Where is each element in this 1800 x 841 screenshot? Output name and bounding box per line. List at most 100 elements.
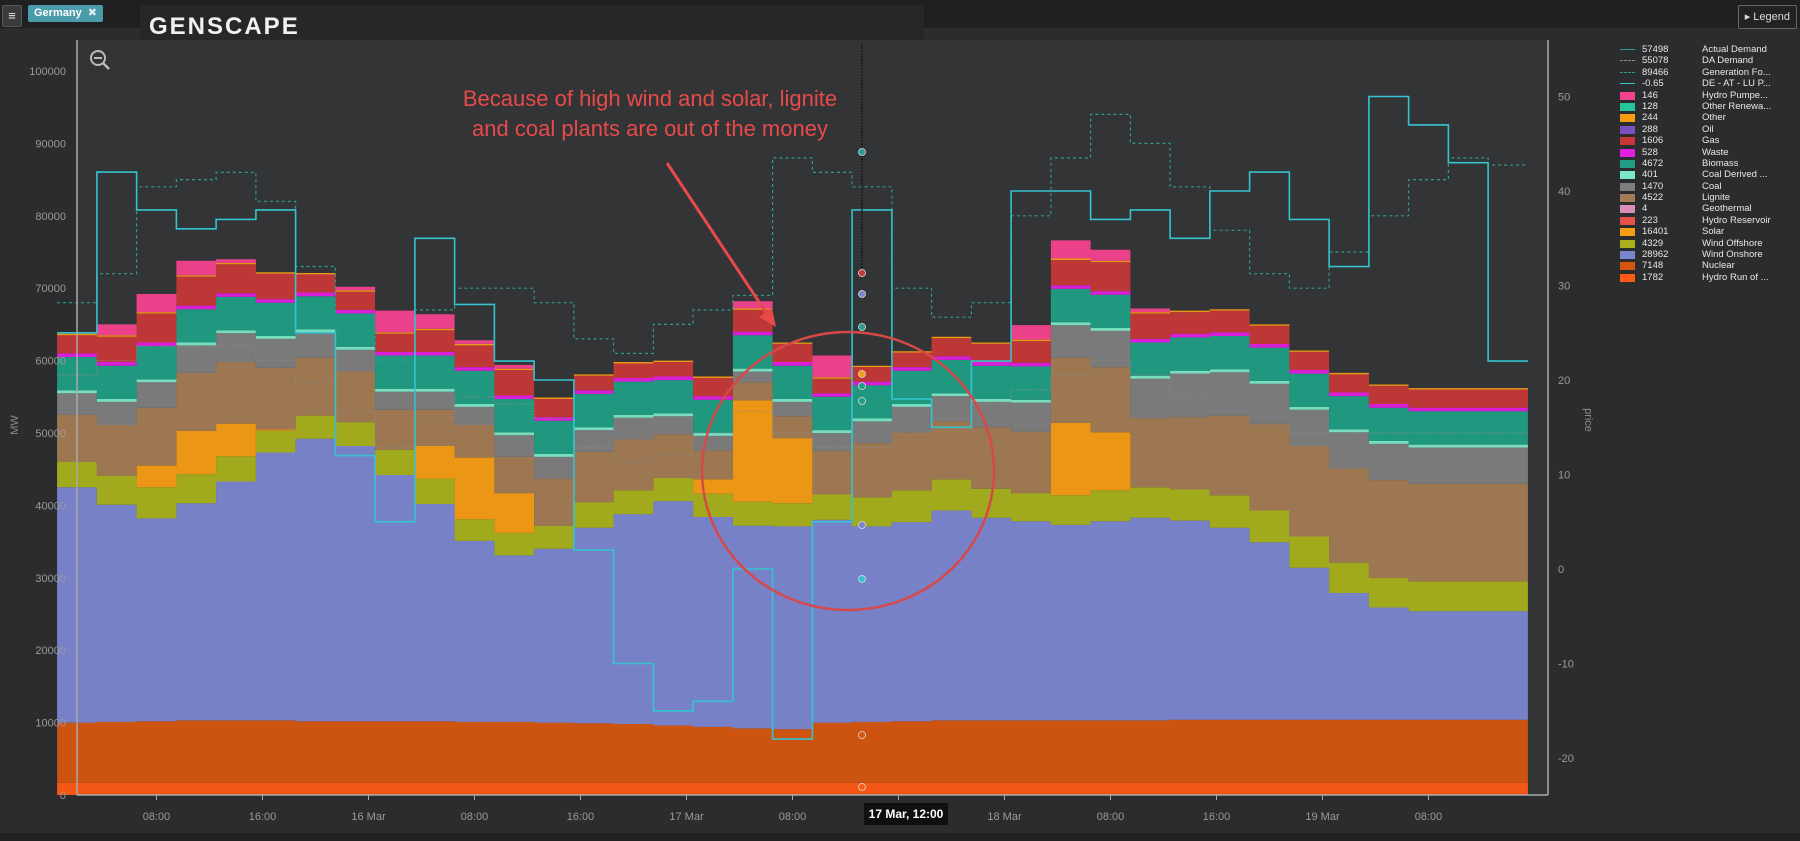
- y-tick-label: 0: [60, 790, 66, 802]
- legend-label: Geothermal: [1702, 203, 1752, 215]
- legend-swatch: [1620, 91, 1635, 100]
- legend-item[interactable]: 4 Geothermal: [1620, 203, 1800, 214]
- legend-item[interactable]: -0.65 DE - AT - LU P...: [1620, 78, 1800, 89]
- legend-item[interactable]: 4672 Biomass: [1620, 158, 1800, 169]
- legend-item[interactable]: 401 Coal Derived ...: [1620, 169, 1800, 180]
- legend-swatch: [1620, 49, 1635, 50]
- legend-value: 57498: [1642, 44, 1669, 55]
- y-tick-label: 10000: [35, 718, 66, 730]
- country-filter-label: Germany: [34, 7, 82, 19]
- legend-swatch: [1620, 216, 1635, 225]
- legend-label: Hydro Pumpe...: [1702, 89, 1768, 101]
- y-tick-label: 50000: [35, 428, 66, 440]
- legend-item[interactable]: 146 Hydro Pumpe...: [1620, 90, 1800, 101]
- hamburger-menu-button[interactable]: ≡: [2, 5, 22, 27]
- crosshair-marker: [858, 397, 866, 405]
- legend-item[interactable]: 528 Waste: [1620, 147, 1800, 158]
- y-tick-label: 40000: [35, 500, 66, 512]
- legend-item[interactable]: 4329 Wind Offshore: [1620, 238, 1800, 249]
- crosshair-marker: [858, 731, 866, 739]
- legend-swatch: [1620, 239, 1635, 248]
- legend-value: -0.65: [1642, 78, 1664, 90]
- legend-value: 16401: [1642, 226, 1669, 238]
- crosshair-marker: [858, 783, 866, 791]
- legend-label: Wind Onshore: [1702, 249, 1763, 261]
- legend-label: Lignite: [1702, 192, 1730, 204]
- y2-tick-label: 0: [1558, 564, 1564, 576]
- legend-item[interactable]: 7148 Nuclear: [1620, 260, 1800, 271]
- legend-label: Other Renewa...: [1702, 100, 1772, 112]
- legend-value: 528: [1642, 146, 1658, 158]
- legend-item[interactable]: 128 Other Renewa...: [1620, 101, 1800, 112]
- area-wind-onshore: [57, 438, 1528, 730]
- x-tick-label: 08:00: [461, 811, 489, 823]
- legend-item[interactable]: 4522 Lignite: [1620, 192, 1800, 203]
- zoom-out-icon[interactable]: [90, 50, 110, 70]
- legend-swatch: [1620, 148, 1635, 157]
- legend-label: Nuclear: [1702, 260, 1735, 272]
- stacked-areas: [57, 240, 1528, 795]
- x-tick-label: 17 Mar: [669, 811, 704, 823]
- legend-item[interactable]: 55078 DA Demand: [1620, 55, 1800, 66]
- x-tick-label: 08:00: [1415, 811, 1443, 823]
- legend-item[interactable]: 57498 Actual Demand: [1620, 44, 1800, 55]
- remove-country-icon[interactable]: ✖: [87, 7, 97, 19]
- legend-value: 401: [1642, 169, 1658, 181]
- legend-label: Biomass: [1702, 157, 1739, 169]
- area-coal-derived: [57, 322, 1528, 457]
- y-tick-label: 90000: [35, 138, 66, 150]
- logo-band: [140, 5, 924, 44]
- annotation-arrow-shaft: [665, 162, 771, 318]
- legend-item[interactable]: 28962 Wind Onshore: [1620, 249, 1800, 260]
- x-tick-label: 08:00: [779, 811, 807, 823]
- crosshair-marker: [858, 521, 866, 529]
- highlight-circle: [700, 330, 996, 612]
- y-tick-label: 70000: [35, 283, 66, 295]
- area-waste: [57, 285, 1528, 421]
- area-nuclear: [57, 719, 1528, 783]
- legend-item[interactable]: 244 Other: [1620, 112, 1800, 123]
- legend-item[interactable]: 288 Oil: [1620, 124, 1800, 135]
- legend-toggle-button[interactable]: ▸ Legend: [1737, 5, 1797, 29]
- y-tick-label: 100000: [29, 66, 66, 78]
- country-filter-tag[interactable]: Germany ✖: [28, 5, 103, 22]
- legend-swatch: [1620, 182, 1635, 191]
- y-tick-label: 20000: [35, 645, 66, 657]
- legend-value: 128: [1642, 100, 1658, 112]
- legend-item[interactable]: 1470 Coal: [1620, 181, 1800, 192]
- annotation-line-1: Because of high wind and solar, lignite: [462, 86, 838, 111]
- legend-label: Solar: [1702, 226, 1725, 238]
- x-tick-label: 16:00: [567, 811, 595, 823]
- legend-value: 1782: [1642, 271, 1664, 283]
- legend-item[interactable]: 89466 Generation Fo...: [1620, 67, 1800, 78]
- legend-value: 55078: [1642, 55, 1669, 67]
- legend-swatch: [1620, 125, 1635, 134]
- legend-label: DE - AT - LU P...: [1702, 78, 1771, 90]
- legend-item[interactable]: 1782 Hydro Run of ...: [1620, 272, 1800, 283]
- legend-value: 4672: [1642, 157, 1664, 169]
- legend-label: Generation Fo...: [1702, 66, 1771, 78]
- legend-item[interactable]: 1606 Gas: [1620, 135, 1800, 146]
- legend-value: 4329: [1642, 237, 1664, 249]
- legend-swatch: [1620, 71, 1635, 73]
- legend-item[interactable]: 223 Hydro Reservoir: [1620, 215, 1800, 226]
- legend-value: 28962: [1642, 249, 1669, 261]
- legend-swatch: [1620, 251, 1635, 260]
- x-tick-label: 16:00: [249, 811, 277, 823]
- y-tick-label: 60000: [35, 356, 66, 368]
- bottom-bar: [0, 833, 1800, 841]
- legend-label: Coal Derived ...: [1702, 169, 1768, 181]
- y2-tick-label: 10: [1558, 470, 1570, 482]
- legend-swatch: [1620, 114, 1635, 123]
- legend-swatch: [1620, 60, 1635, 62]
- area-hydro-run-of-river: [57, 782, 1528, 795]
- chart-legend: 57498 Actual Demand 55078 DA Demand 89466 Gen…: [1620, 44, 1800, 283]
- legend-swatch: [1620, 273, 1635, 282]
- legend-label: Wind Offshore: [1702, 237, 1763, 249]
- annotation-text: Because of high wind and solar, lignite …: [390, 84, 910, 144]
- x-tick-label: 19 Mar: [1305, 811, 1340, 823]
- legend-item[interactable]: 16401 Solar: [1620, 226, 1800, 237]
- legend-swatch: [1620, 102, 1635, 111]
- y2-tick-label: 40: [1558, 186, 1570, 198]
